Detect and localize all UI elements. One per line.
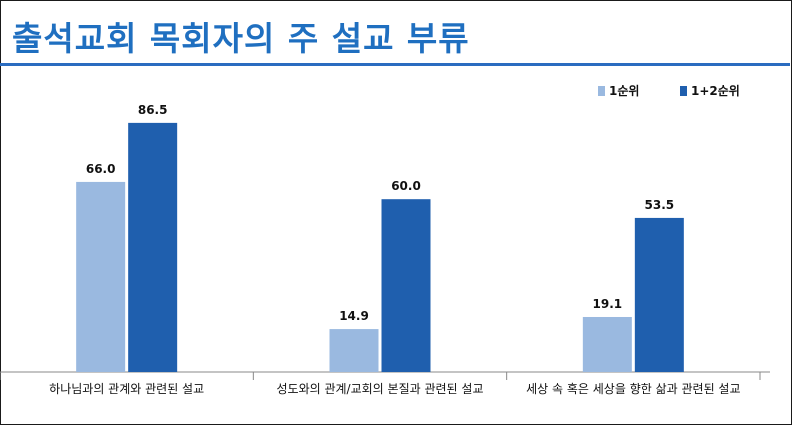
- legend-label: 1순위: [609, 84, 639, 98]
- legend-swatch: [598, 86, 605, 96]
- data-label: 19.1: [593, 297, 623, 311]
- legend-swatch: [680, 86, 687, 96]
- data-label: 60.0: [391, 179, 421, 193]
- data-label: 14.9: [339, 309, 369, 323]
- category-label: 성도와의 관계/교회의 본질과 관련된 설교: [277, 382, 484, 396]
- bar-rank1-2: [329, 329, 379, 372]
- bar-rank1-1: [76, 181, 126, 372]
- bar-rank1-2-3: [634, 217, 684, 372]
- bar-rank1-2-2: [381, 199, 431, 372]
- legend-label: 1+2순위: [691, 84, 740, 98]
- bar-rank1-2-1: [128, 122, 178, 372]
- bar-rank1-3: [582, 316, 632, 372]
- data-label: 53.5: [645, 198, 675, 212]
- chart-title: 출석교회 목회자의 주 설교 부류: [12, 19, 470, 58]
- data-label: 66.0: [86, 162, 116, 176]
- category-label: 하나님과의 관계와 관련된 설교: [49, 382, 204, 396]
- category-label: 세상 속 혹은 세상을 향한 삶과 관련된 설교: [526, 382, 740, 396]
- data-label: 86.5: [138, 103, 168, 117]
- title-divider: [0, 63, 790, 66]
